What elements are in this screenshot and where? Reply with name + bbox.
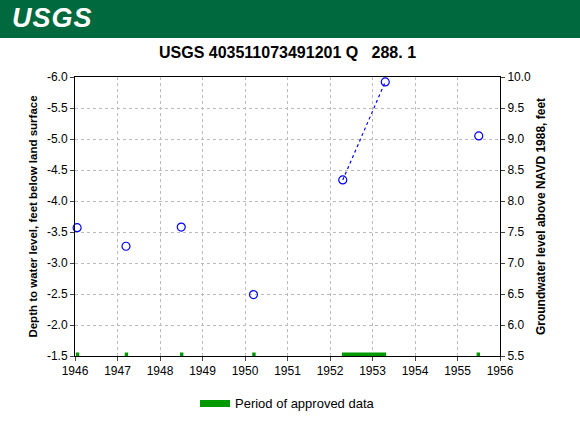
svg-text:1949: 1949 [189, 364, 216, 378]
svg-text:-4.0: -4.0 [47, 194, 68, 208]
svg-text:1953: 1953 [359, 364, 386, 378]
svg-text:1951: 1951 [274, 364, 301, 378]
svg-text:1950: 1950 [232, 364, 259, 378]
svg-text:-5.5: -5.5 [47, 101, 68, 115]
svg-text:-2.5: -2.5 [47, 287, 68, 301]
svg-text:1954: 1954 [402, 364, 429, 378]
svg-text:8.0: 8.0 [507, 194, 524, 208]
svg-text:-6.0: -6.0 [47, 70, 68, 84]
html-text:USGS: USGS [12, 3, 93, 33]
svg-text:-3.0: -3.0 [47, 256, 68, 270]
svg-text:5.5: 5.5 [507, 349, 524, 363]
svg-text:-3.5: -3.5 [47, 225, 68, 239]
svg-text:1947: 1947 [104, 364, 131, 378]
svg-text:-5.0: -5.0 [47, 132, 68, 146]
svg-text:6.0: 6.0 [507, 318, 524, 332]
svg-text:-4.5: -4.5 [47, 163, 68, 177]
svg-text:8.5: 8.5 [507, 163, 524, 177]
svg-text:9.0: 9.0 [507, 132, 524, 146]
svg-text:1956: 1956 [487, 364, 514, 378]
svg-text:-1.5: -1.5 [47, 349, 68, 363]
svg-text:1955: 1955 [444, 364, 471, 378]
svg-text:10.0: 10.0 [507, 70, 531, 84]
svg-text:7.0: 7.0 [507, 256, 524, 270]
svg-text:Period of approved data: Period of approved data [235, 396, 375, 411]
svg-text:USGS 403511073491201 Q 288.: USGS 403511073491201 Q 288. 1 [159, 44, 416, 61]
svg-text:1946: 1946 [62, 364, 89, 378]
svg-text:7.5: 7.5 [507, 225, 524, 239]
svg-text:1948: 1948 [147, 364, 174, 378]
svg-text:Groundwater level above NAVD 1: Groundwater level above NAVD 1988, feet [534, 98, 548, 335]
svg-text:-2.0: -2.0 [47, 318, 68, 332]
svg-text:1952: 1952 [317, 364, 344, 378]
svg-text:Depth to water level, feet bel: Depth to water level, feet below land su… [27, 95, 39, 337]
svg-text:9.5: 9.5 [507, 101, 524, 115]
svg-text:6.5: 6.5 [507, 287, 524, 301]
